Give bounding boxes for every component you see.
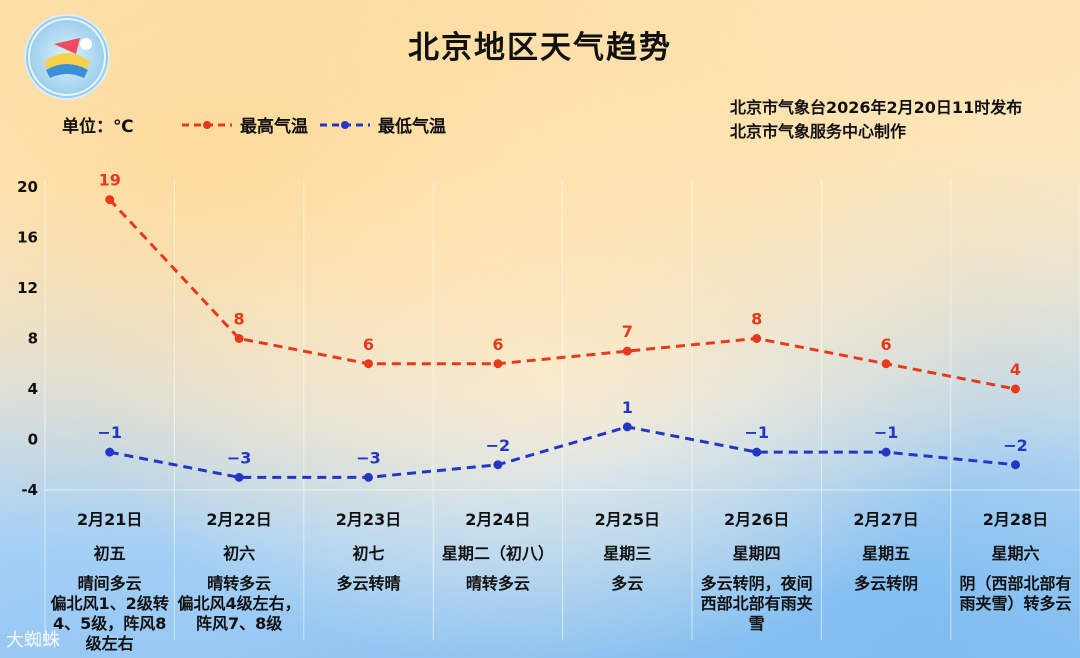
y-tick-label: 16 xyxy=(17,229,38,247)
publisher-line-1: 北京市气象台2026年2月20日11时发布 xyxy=(730,98,1023,117)
day-weather-line: 偏北风4级左右， xyxy=(177,594,301,613)
day-lunar: 星期二（初八） xyxy=(441,544,554,563)
day-date: 2月24日 xyxy=(465,510,531,529)
y-tick-label: 20 xyxy=(17,178,38,196)
day-weather: 多云转晴 xyxy=(304,574,434,594)
high-temp-point xyxy=(364,359,373,369)
low-temp-point xyxy=(105,447,115,457)
day-weather-line: 多云转阴，夜间 xyxy=(700,574,813,593)
day-weather-line: 多云转晴 xyxy=(336,574,401,593)
day-weather: 多云转阴，夜间 西部北部有雨夹雪 xyxy=(692,574,822,634)
day-weather: 多云转阴 xyxy=(821,574,951,594)
day-date: 2月22日 xyxy=(206,510,272,529)
high-temp-label: 6 xyxy=(492,335,503,354)
legend-low-label: 最低气温 xyxy=(378,117,446,137)
day-lunar: 星期五 xyxy=(862,544,911,563)
day-weather-line: 西部北部有雨夹 xyxy=(700,594,813,613)
y-tick-label: -4 xyxy=(21,481,38,499)
day-weather-line: 阵风7、8级 xyxy=(195,614,283,633)
day-date: 2月28日 xyxy=(982,510,1049,529)
y-tick-label: 0 xyxy=(28,431,38,449)
low-temp-label: −1 xyxy=(874,423,899,442)
low-temp-point xyxy=(622,422,632,432)
low-temp-label: −1 xyxy=(744,423,769,442)
high-temp-label: 19 xyxy=(99,171,121,190)
legend-low: 最低气温 xyxy=(318,112,446,137)
low-temp-point xyxy=(1011,460,1020,470)
high-temp-point xyxy=(105,195,115,205)
day-lunar: 星期六 xyxy=(991,544,1040,563)
day-weather: 晴转多云 xyxy=(433,574,563,594)
unit-label: 单位：℃ xyxy=(62,117,134,137)
low-temp-label: −2 xyxy=(1003,436,1028,455)
day-lunar: 初七 xyxy=(352,544,385,563)
day-weather-line: 晴间多云 xyxy=(77,574,142,593)
high-temp-point xyxy=(881,359,891,369)
legend-high-marker xyxy=(182,120,232,129)
day-date: 2月23日 xyxy=(335,510,402,529)
legend-high-label: 最高气温 xyxy=(240,117,308,137)
day-weather-line: 4、5级，阵风8 xyxy=(52,614,167,633)
day-weather-line: 阴（西部北部有 xyxy=(959,574,1072,593)
low-temp-point xyxy=(752,447,762,457)
day-weather-line: 雪 xyxy=(748,614,765,633)
high-temp-line xyxy=(108,198,1016,391)
low-temp-point xyxy=(234,472,244,482)
day-weather: 晴转多云 偏北风4级左右， 阵风7、8级 xyxy=(174,574,304,634)
low-temp-label: −3 xyxy=(356,448,381,467)
day-weather-line: 多云 xyxy=(611,574,644,593)
publisher-info: 北京市气象台2026年2月20日11时发布 北京市气象服务中心制作 xyxy=(730,96,1022,144)
day-lunar: 星期四 xyxy=(732,544,781,563)
day-weather-line: 晴转多云 xyxy=(465,574,530,593)
low-temp-point xyxy=(493,460,503,470)
high-temp-label: 6 xyxy=(363,335,374,354)
day-date: 2月25日 xyxy=(594,510,660,529)
chart-title: 北京地区天气趋势 xyxy=(408,30,672,66)
day-date: 2月26日 xyxy=(723,510,790,529)
watermark: 大蜘蛛 xyxy=(6,630,60,651)
day-weather-line: 级左右 xyxy=(85,634,134,653)
low-temp-label: 1 xyxy=(622,398,633,417)
day-date: 2月27日 xyxy=(853,510,919,529)
y-tick-label: 4 xyxy=(28,380,38,398)
low-temp-label: −2 xyxy=(486,436,511,455)
day-weather-line: 雨夹雪）转多云 xyxy=(959,594,1072,613)
legend-low-marker xyxy=(320,120,370,129)
high-temp-label: 8 xyxy=(234,310,245,329)
high-temp-point xyxy=(752,334,762,343)
low-temp-point xyxy=(881,447,891,457)
publisher-line-2: 北京市气象服务中心制作 xyxy=(730,122,907,141)
day-lunar: 初五 xyxy=(93,544,126,563)
meteorological-service-logo xyxy=(24,14,110,100)
y-tick-label: 12 xyxy=(17,279,38,297)
day-weather-line: 多云转阴 xyxy=(854,574,919,593)
day-weather-line: 偏北风1、2级转 xyxy=(50,594,169,613)
low-temp-line xyxy=(109,425,1016,479)
day-weather: 阴（西部北部有 雨夹雪）转多云 xyxy=(951,574,1080,614)
high-temp-label: 8 xyxy=(751,310,762,329)
day-lunar: 星期三 xyxy=(603,544,652,563)
low-temp-point xyxy=(364,472,373,482)
high-temp-point xyxy=(493,359,503,369)
low-temp-label: −1 xyxy=(97,423,122,442)
day-weather-line: 晴转多云 xyxy=(207,574,272,593)
y-tick-label: 8 xyxy=(28,330,38,348)
high-temp-label: 7 xyxy=(622,322,633,341)
day-lunar: 初六 xyxy=(223,544,256,563)
high-temp-label: 4 xyxy=(1010,360,1021,379)
day-weather: 晴间多云 偏北风1、2级转 4、5级，阵风8 级左右 xyxy=(45,574,175,654)
high-temp-point xyxy=(234,334,244,343)
low-temp-label: −3 xyxy=(227,448,252,467)
high-temp-label: 6 xyxy=(881,335,892,354)
high-temp-point xyxy=(622,346,632,356)
day-date: 2月21日 xyxy=(76,510,143,529)
high-temp-point xyxy=(1011,384,1020,394)
day-weather: 多云 xyxy=(562,574,692,594)
legend-high: 最高气温 xyxy=(180,112,308,137)
